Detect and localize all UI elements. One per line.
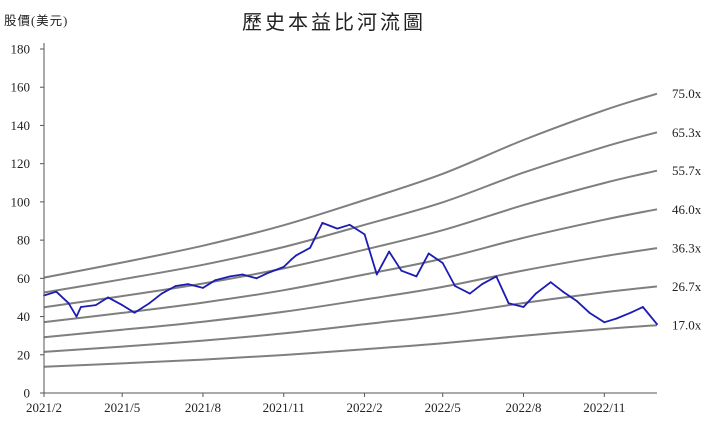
pe-band-line xyxy=(43,169,658,309)
pe-band-line xyxy=(43,92,658,279)
price-point xyxy=(202,287,204,289)
price-point xyxy=(400,269,403,272)
price-point xyxy=(309,246,311,249)
price-point xyxy=(603,321,606,324)
y-tick-label: 60 xyxy=(17,271,30,286)
price-point xyxy=(67,302,70,305)
price-line xyxy=(43,221,658,325)
pe-band-label: 65.3x xyxy=(672,125,702,140)
price-point xyxy=(214,279,217,282)
price-point xyxy=(94,304,97,306)
pe-band-labels: 17.0x 26.7x 36.3x 46.0x 55.7x 65.3x 75.0x xyxy=(672,86,702,332)
y-axis: 0 20 40 60 80 100 120 140 160 180 xyxy=(11,42,45,401)
y-tick-label: 0 xyxy=(24,386,31,401)
price-point xyxy=(133,311,136,314)
price-point xyxy=(388,250,390,253)
pe-bands xyxy=(43,92,658,368)
price-point xyxy=(495,275,498,278)
x-tick-label: 2022/5 xyxy=(425,400,461,415)
pe-band-label: 46.0x xyxy=(672,202,702,217)
pe-band-label: 36.3x xyxy=(672,241,702,256)
price-point xyxy=(290,258,293,261)
chart-title: 歷史本益比河流圖 xyxy=(242,11,426,34)
price-point xyxy=(522,306,525,308)
price-point xyxy=(629,311,632,314)
price-point xyxy=(75,315,78,318)
price-point xyxy=(481,283,484,285)
price-point xyxy=(415,275,418,278)
price-point xyxy=(454,285,456,287)
price-point xyxy=(642,306,644,308)
price-point xyxy=(282,266,285,268)
y-tick-label: 120 xyxy=(11,156,31,171)
price-point xyxy=(267,271,270,274)
price-point xyxy=(80,306,82,308)
price-point xyxy=(656,323,658,326)
price-point xyxy=(562,290,564,293)
y-tick-label: 20 xyxy=(17,347,30,362)
pe-band-label: 75.0x xyxy=(672,86,702,101)
x-tick-label: 2022/11 xyxy=(583,400,625,415)
pe-band-line xyxy=(43,324,658,368)
y-axis-label: 股價(美元) xyxy=(4,14,68,28)
price-point xyxy=(549,281,552,284)
x-tick-label: 2021/8 xyxy=(185,400,221,415)
price-point xyxy=(295,254,297,257)
price-series xyxy=(43,221,658,326)
pe-band-label: 26.7x xyxy=(672,279,702,294)
x-tick-label: 2021/5 xyxy=(104,400,140,415)
price-point xyxy=(55,290,58,293)
x-tick-label: 2021/2 xyxy=(26,400,62,415)
price-point xyxy=(336,227,339,230)
pe-band-label: 17.0x xyxy=(672,318,702,333)
x-axis: 2021/2 2021/5 2021/8 2021/11 2022/2 2022/5 202… xyxy=(26,392,657,415)
y-tick-label: 80 xyxy=(17,233,30,248)
price-point xyxy=(615,317,618,320)
price-point xyxy=(375,273,378,276)
price-point xyxy=(160,292,163,295)
pe-band-line xyxy=(43,131,658,294)
pe-band-label: 55.7x xyxy=(672,163,702,178)
y-tick-label: 160 xyxy=(11,80,31,95)
price-point xyxy=(121,304,124,306)
pe-band-line xyxy=(43,247,658,339)
price-point xyxy=(507,302,510,305)
x-tick-label: 2022/8 xyxy=(505,400,541,415)
price-point xyxy=(187,283,189,285)
pe-band-line xyxy=(43,285,658,353)
price-point xyxy=(441,262,444,264)
price-point xyxy=(174,285,177,287)
pe-band-line xyxy=(43,208,658,324)
y-tick-label: 100 xyxy=(11,194,31,209)
y-tick-label: 180 xyxy=(11,42,31,57)
price-point xyxy=(241,273,244,276)
price-point xyxy=(576,300,578,303)
price-point xyxy=(469,292,471,295)
price-point xyxy=(148,302,151,305)
price-point xyxy=(107,296,109,299)
price-point xyxy=(588,311,591,314)
price-point xyxy=(255,277,258,280)
price-point xyxy=(427,252,430,255)
x-tick-label: 2022/2 xyxy=(346,400,382,415)
price-point xyxy=(363,233,366,236)
x-tick-label: 2021/11 xyxy=(263,400,305,415)
y-tick-label: 40 xyxy=(17,309,30,324)
price-point xyxy=(348,223,351,226)
price-point xyxy=(534,292,537,295)
y-tick-label: 140 xyxy=(11,118,31,133)
price-point xyxy=(229,275,232,278)
price-point xyxy=(321,222,324,224)
